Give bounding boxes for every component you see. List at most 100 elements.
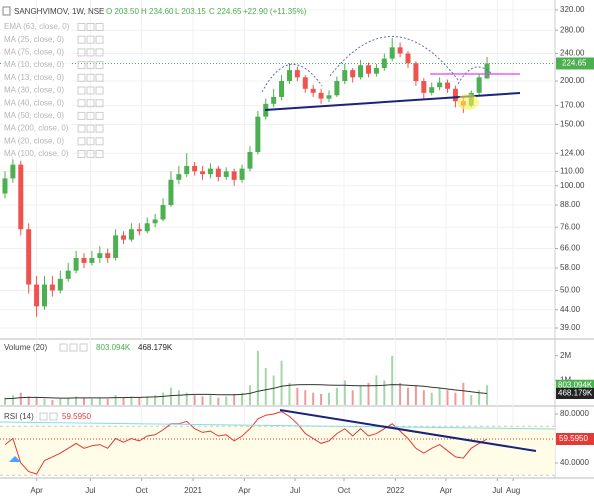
candle-body xyxy=(200,171,206,175)
indicator-icon[interactable] xyxy=(77,23,86,31)
shoulder-arc xyxy=(457,66,493,85)
candle-body xyxy=(89,257,95,263)
volume-bar xyxy=(478,390,481,405)
indicator-icon[interactable] xyxy=(95,48,104,57)
icon[interactable] xyxy=(39,412,48,421)
indicator-icon[interactable] xyxy=(86,23,95,31)
indicator-icon[interactable] xyxy=(95,99,104,108)
volume-title: Volume (20) xyxy=(4,343,47,352)
candle-body xyxy=(160,205,166,220)
indicator-icon[interactable] xyxy=(77,35,86,44)
indicator-icon[interactable] xyxy=(86,124,95,133)
indicator-label: MA (50, close, 0) xyxy=(4,111,64,120)
indicator-icon[interactable] xyxy=(86,99,95,108)
candle-body xyxy=(279,81,285,97)
indicator-icon[interactable] xyxy=(77,150,86,158)
indicator-icon[interactable] xyxy=(86,150,95,158)
rsi-title: RSI (14) xyxy=(4,412,34,421)
indicator-icon[interactable] xyxy=(95,61,104,70)
indicator-icon[interactable] xyxy=(86,73,95,82)
indicator-icon[interactable] xyxy=(95,35,104,44)
volume-bar xyxy=(470,395,473,405)
indicator-icon[interactable] xyxy=(86,61,95,70)
icon[interactable] xyxy=(79,343,88,352)
collapse-icon[interactable] xyxy=(2,6,11,16)
indicator-icon[interactable] xyxy=(77,61,86,70)
volume-bar xyxy=(75,396,78,405)
highlight xyxy=(457,94,479,110)
volume-bar xyxy=(359,385,362,405)
ohlc-low: L 203.15 xyxy=(175,7,206,16)
cloud-icon xyxy=(9,456,21,462)
candle-body xyxy=(239,168,245,180)
x-tick-label: Jul xyxy=(290,486,300,495)
indicator-icon[interactable] xyxy=(77,111,86,120)
indicator-icon[interactable] xyxy=(95,73,104,82)
indicator-icon[interactable] xyxy=(77,137,86,146)
ohlc-close: C 224.65 xyxy=(209,7,242,16)
indicator-icon[interactable] xyxy=(86,86,95,95)
volume-bar xyxy=(83,397,86,405)
x-tick-label: Apr xyxy=(440,486,453,495)
x-tick-label: 2021 xyxy=(184,486,202,495)
candle-body xyxy=(421,81,427,93)
candle-body xyxy=(10,164,16,179)
indicator-icon[interactable] xyxy=(77,124,86,133)
shoulder-arc xyxy=(261,64,323,93)
volume-bar xyxy=(454,392,457,405)
indicator-icon[interactable] xyxy=(95,23,104,31)
volume-bar xyxy=(256,350,259,405)
last-price-label: 224.65 xyxy=(562,59,587,68)
candle-body xyxy=(121,235,127,240)
candle-body xyxy=(286,70,292,82)
indicator-label: MA (40, close, 0) xyxy=(4,98,64,107)
y-tick-label: 320.00 xyxy=(560,5,585,14)
volume-bar xyxy=(335,387,338,405)
candle-body xyxy=(294,70,300,78)
indicator-icon[interactable] xyxy=(77,99,86,108)
volume-bar xyxy=(35,397,38,405)
indicator-icon[interactable] xyxy=(95,86,104,95)
y-tick-label: 170.00 xyxy=(560,101,585,110)
volume-bar xyxy=(351,390,354,405)
volume-bar xyxy=(383,380,386,405)
volume-bar xyxy=(422,390,425,405)
volume-bar xyxy=(414,385,417,405)
indicator-icon[interactable] xyxy=(77,48,86,57)
x-tick-label: Apr xyxy=(238,486,251,495)
drawings xyxy=(0,36,556,462)
y-tick-label: 110.00 xyxy=(560,166,584,175)
indicator-icon[interactable] xyxy=(86,111,95,120)
candle-body xyxy=(302,77,308,89)
volume-bar xyxy=(367,382,370,405)
indicator-icon[interactable] xyxy=(95,124,104,133)
x-tick-label: 2022 xyxy=(386,486,404,495)
indicator-icon[interactable] xyxy=(95,150,104,158)
indicator-icon[interactable] xyxy=(95,111,104,120)
volume-value-label: 803.094K xyxy=(558,380,593,389)
volume-bar xyxy=(130,396,133,405)
candle-body xyxy=(176,174,182,180)
y-tick-label: 66.00 xyxy=(560,244,581,253)
volume-bar xyxy=(248,385,251,405)
icon[interactable] xyxy=(59,343,68,352)
indicator-bg xyxy=(2,21,72,33)
volume-bar xyxy=(11,395,14,405)
indicator-label: MA (75, close, 0) xyxy=(4,48,64,57)
icon[interactable] xyxy=(49,412,58,421)
indicator-icon[interactable] xyxy=(95,137,104,146)
indicator-icon[interactable] xyxy=(86,35,95,44)
indicator-icon[interactable] xyxy=(86,48,95,57)
indicator-icon[interactable] xyxy=(77,73,86,82)
volume-bar xyxy=(375,375,378,405)
candle-body xyxy=(358,65,364,78)
y-tick-label: 2M xyxy=(560,351,571,360)
indicator-icon[interactable] xyxy=(86,137,95,146)
volume-bar xyxy=(264,368,267,405)
indicator-icon[interactable] xyxy=(77,86,86,95)
rsi-value-label: 59.5950 xyxy=(559,434,588,443)
x-tick-label: Jul xyxy=(85,486,95,495)
x-tick-label: Aug xyxy=(506,486,520,495)
icon[interactable] xyxy=(69,343,78,352)
x-tick-label: Jul xyxy=(492,486,502,495)
